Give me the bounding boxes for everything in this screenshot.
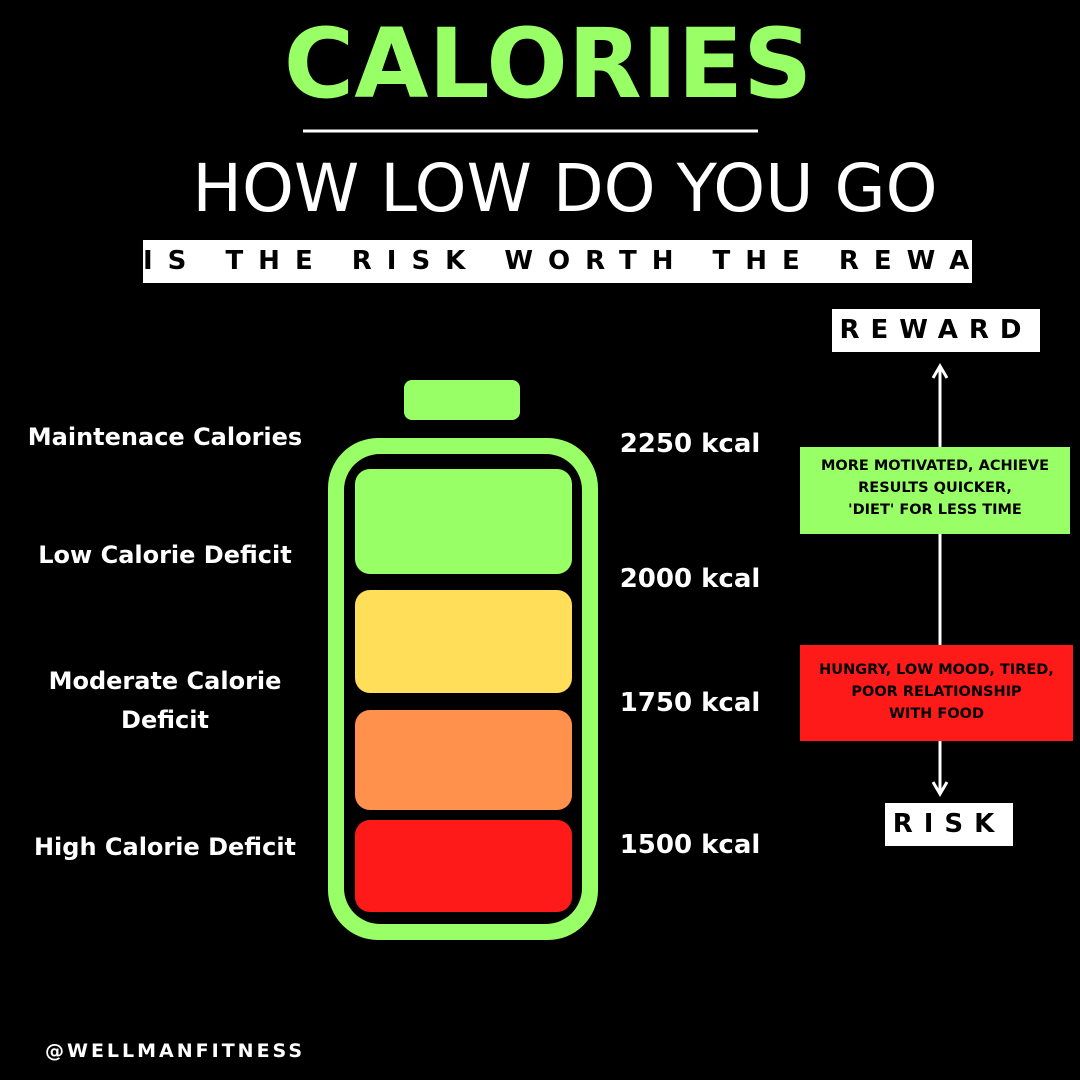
subtitle: HOW LOW DO YOU GO: [192, 150, 938, 227]
calories: 2000 kcal: [619, 564, 761, 594]
level-label: Maintenace Calories: [10, 418, 320, 457]
title: CALORIES: [283, 8, 813, 120]
reward-note: MORE MOTIVATED, ACHIEVE RESULTS QUICKER, '…: [800, 447, 1070, 534]
level-label: Moderate Calorie Deficit: [10, 662, 320, 740]
label-line: Moderate Calorie: [48, 667, 282, 695]
note-line: MORE MOTIVATED, ACHIEVE: [820, 458, 1050, 474]
calories: 1750 kcal: [619, 688, 761, 718]
arrow-head: [931, 781, 949, 797]
level-label: Low Calorie Deficit: [10, 536, 320, 575]
calories: 2250 kcal: [619, 429, 761, 459]
battery-cell: [355, 710, 572, 810]
footer: @WELLMANFITNESS: [45, 1040, 306, 1062]
arrow-head: [931, 363, 949, 379]
label-line: Deficit: [121, 706, 209, 734]
note-line: WITH FOOD: [888, 706, 985, 722]
note-line: 'DIET' FOR LESS TIME: [848, 502, 1022, 518]
note-line: RESULTS QUICKER,: [858, 480, 1012, 496]
note-line: HUNGRY, LOW MOOD, TIRED,: [819, 662, 1054, 678]
battery-cell: [355, 590, 572, 693]
battery-cap: [404, 380, 520, 420]
calories: 1500 kcal: [619, 830, 761, 860]
label-line: Low Calorie Deficit: [38, 541, 292, 569]
label-line: Maintenace Calories: [27, 423, 303, 451]
note-line: POOR RELATIONSHIP: [851, 684, 1022, 700]
tagline: IS THE RISK WORTH THE REWARD: [143, 240, 1041, 283]
battery-cell: [355, 469, 572, 574]
risk-label: RISK: [885, 803, 1013, 846]
battery-cell: [355, 820, 572, 912]
reward-label: REWARD: [832, 309, 1040, 352]
level-label: High Calorie Deficit: [10, 828, 320, 867]
risk-note: HUNGRY, LOW MOOD, TIRED, POOR RELATIONSHI…: [800, 645, 1073, 741]
label-line: High Calorie Deficit: [33, 833, 297, 861]
